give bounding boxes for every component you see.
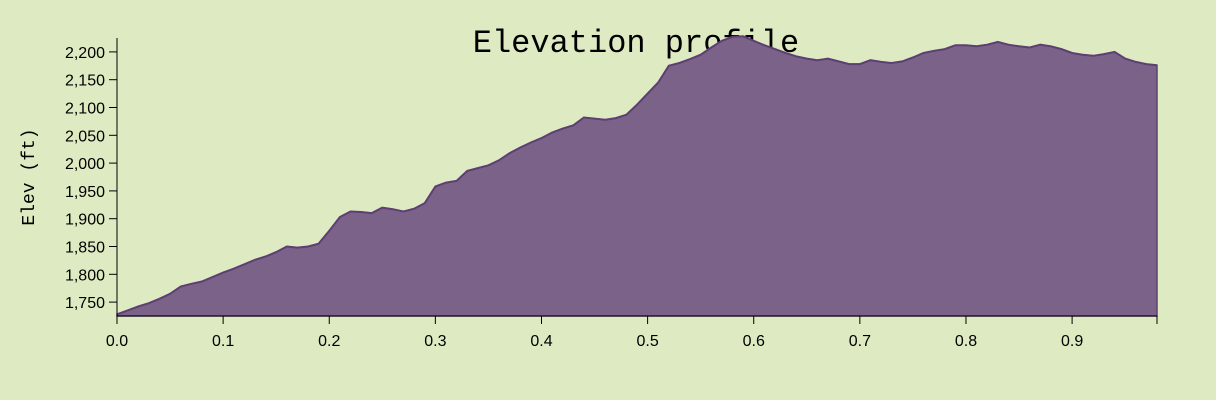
y-tick-label: 1,750 — [65, 295, 105, 312]
y-tick-label: 1,950 — [65, 184, 105, 201]
x-tick-label: 0.8 — [955, 333, 977, 350]
x-tick-label: 0.6 — [743, 333, 765, 350]
y-tick-label: 2,100 — [65, 101, 105, 118]
y-tick-label: 1,900 — [65, 212, 105, 229]
elevation-area — [116, 35, 1158, 317]
x-tick-label: 0.3 — [424, 333, 446, 350]
x-tick-label: 0.1 — [212, 333, 234, 350]
y-tick-label: 2,200 — [65, 45, 105, 62]
x-tick-label: 0.2 — [318, 333, 340, 350]
y-tick-label: 1,800 — [65, 267, 105, 284]
x-tick-label: 0.5 — [636, 333, 658, 350]
x-tick-label: 0.4 — [530, 333, 552, 350]
y-tick-label: 2,150 — [65, 73, 105, 90]
y-tick-label: 1,850 — [65, 240, 105, 257]
y-tick-label: 2,050 — [65, 128, 105, 145]
x-tick-label: 0.0 — [106, 333, 128, 350]
y-axis-label: Elev (ft) — [20, 128, 40, 225]
y-axis-ticks: 1,750 1,800 1,850 1,900 1,950 2,000 2,050 2,100… — [65, 45, 117, 312]
x-tick-label: 0.9 — [1061, 333, 1083, 350]
y-tick-label: 2,000 — [65, 156, 105, 173]
elevation-line — [116, 35, 1158, 316]
x-axis-ticks: 0.0 0.1 0.2 0.3 0.4 0.5 0.6 0.7 0.8 0.9 — [106, 316, 1158, 350]
x-tick-label: 0.7 — [849, 333, 871, 350]
